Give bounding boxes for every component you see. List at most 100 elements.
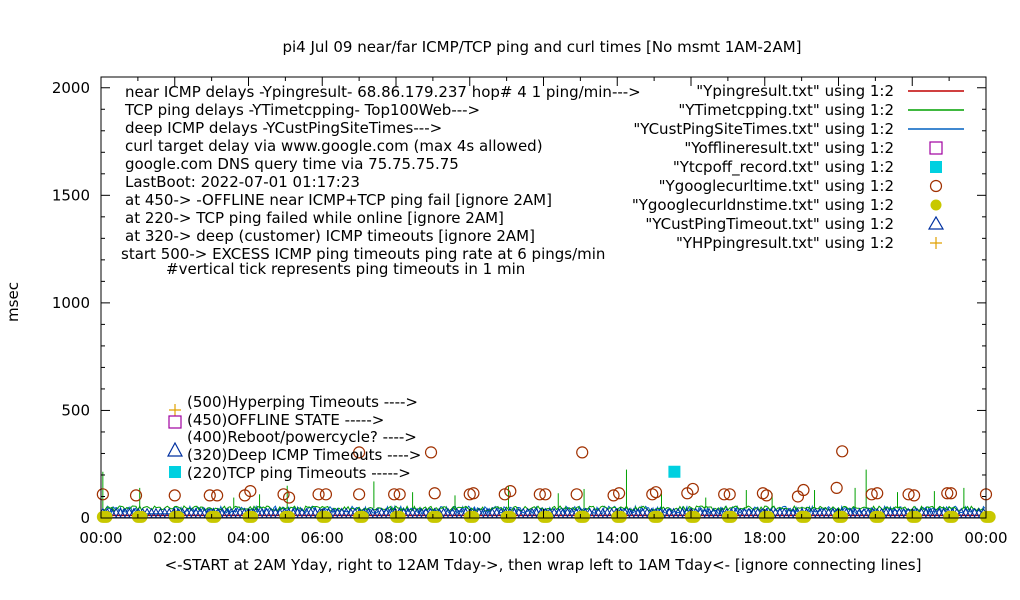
dns-time-marker bbox=[356, 510, 369, 523]
x-tick-label: 14:00 bbox=[596, 529, 639, 547]
curl-time-marker bbox=[649, 486, 663, 499]
legend-open-square bbox=[929, 141, 943, 155]
info-line: #vertical tick represents ping timeouts … bbox=[166, 260, 525, 278]
info-line: google.com DNS query time via 75.75.75.7… bbox=[125, 155, 459, 173]
legend-label: "YCustPingSiteTimes.txt" using 1:2 bbox=[633, 120, 894, 138]
x-axis-label: <-START at 2AM Yday, right to 12AM Tday-… bbox=[165, 556, 922, 574]
curl-time-marker bbox=[282, 491, 296, 504]
curl-time-marker bbox=[533, 488, 546, 501]
curl-time-marker bbox=[830, 481, 843, 494]
dns-time-marker bbox=[430, 510, 443, 523]
tcp-offline-marker bbox=[668, 465, 681, 478]
x-tick-label: 12:00 bbox=[522, 529, 565, 547]
dns-time-marker bbox=[504, 510, 517, 523]
dns-time-marker bbox=[983, 510, 996, 523]
dns-time-marker bbox=[319, 510, 332, 523]
x-tick-label: 20:00 bbox=[817, 529, 860, 547]
y-tick-label: 2000 bbox=[52, 79, 90, 97]
curl-time-marker bbox=[865, 488, 878, 501]
chart-title: pi4 Jul 09 near/far ICMP/TCP ping and cu… bbox=[282, 38, 801, 56]
dns-time-marker bbox=[725, 510, 738, 523]
dns-time-marker bbox=[651, 510, 664, 523]
curl-time-marker bbox=[944, 487, 958, 500]
curl-time-marker bbox=[941, 487, 954, 500]
curl-time-marker bbox=[424, 446, 438, 459]
legend-label: "Ygooglecurltime.txt" using 1:2 bbox=[659, 177, 894, 195]
curl-time-marker bbox=[723, 488, 736, 501]
dns-time-marker bbox=[688, 510, 701, 523]
dns-time-marker bbox=[135, 510, 148, 523]
dns-time-marker bbox=[799, 510, 812, 523]
curl-time-marker bbox=[203, 489, 216, 502]
dns-time-marker bbox=[578, 510, 591, 523]
dns-time-marker bbox=[100, 510, 113, 523]
curl-time-marker bbox=[718, 488, 731, 501]
info-line: curl target delay via www.google.com (ma… bbox=[125, 137, 543, 155]
curl-time-marker bbox=[319, 488, 333, 501]
info-line: at 450-> -OFFLINE near ICMP+TCP ping fai… bbox=[125, 191, 552, 209]
curl-time-marker bbox=[353, 446, 366, 459]
y-tick-label: 0 bbox=[80, 509, 90, 527]
legend-label: "YTimetcpping.txt" using 1:2 bbox=[678, 101, 894, 119]
y-tick-label: 1000 bbox=[52, 294, 90, 312]
marker-key-line: (220)TCP ping Timeouts -----> bbox=[187, 464, 411, 482]
y-axis-label: msec bbox=[4, 282, 22, 322]
curl-time-marker bbox=[871, 487, 884, 500]
curl-time-marker bbox=[902, 488, 915, 501]
key-offline-square-icon bbox=[168, 415, 182, 429]
curl-time-marker bbox=[791, 490, 805, 503]
x-tick-label: 00:00 bbox=[964, 529, 1007, 547]
legend-open-circle bbox=[929, 179, 943, 193]
dns-time-marker bbox=[283, 510, 296, 523]
key-triangle-icon bbox=[166, 441, 184, 457]
x-tick-label: 00:00 bbox=[79, 529, 122, 547]
info-line: start 500-> EXCESS ICMP ping timeouts pi… bbox=[121, 245, 605, 263]
marker-key-line: (320)Deep ICMP Timeouts ----> bbox=[187, 446, 421, 464]
curl-time-marker bbox=[607, 489, 620, 502]
key-plus-icon bbox=[169, 404, 181, 416]
dns-time-marker bbox=[467, 510, 480, 523]
curl-time-marker bbox=[907, 489, 921, 502]
curl-time-marker bbox=[428, 487, 441, 500]
legend-label: "Ypingresult.txt" using 1:2 bbox=[696, 82, 894, 100]
x-tick-label: 22:00 bbox=[891, 529, 934, 547]
curl-time-marker bbox=[836, 445, 849, 458]
info-line: LastBoot: 2022-07-01 01:17:23 bbox=[125, 173, 360, 191]
x-tick-label: 18:00 bbox=[743, 529, 786, 547]
dns-time-marker bbox=[873, 510, 886, 523]
info-text-block: near ICMP delays -Ypingresult- 68.86.179… bbox=[121, 83, 641, 278]
dns-time-marker bbox=[209, 510, 222, 523]
marker-key-line: (500)Hyperping Timeouts ----> bbox=[187, 393, 418, 411]
legend-label: "Yofflineresult.txt" using 1:2 bbox=[684, 139, 894, 157]
marker-key-line: (450)OFFLINE STATE -----> bbox=[187, 411, 384, 429]
curl-time-marker bbox=[211, 489, 224, 502]
curl-time-marker bbox=[686, 482, 699, 496]
dns-time-marker bbox=[246, 510, 259, 523]
legend-label: "YCustPingTimeout.txt" using 1:2 bbox=[645, 215, 894, 233]
x-tick-label: 04:00 bbox=[227, 529, 270, 547]
curl-time-marker bbox=[96, 488, 109, 501]
dns-time-marker bbox=[172, 510, 185, 523]
x-tick-label: 08:00 bbox=[374, 529, 417, 547]
legend-label: "Ygooglecurldnstime.txt" using 1:2 bbox=[632, 196, 894, 214]
dns-time-marker bbox=[614, 510, 627, 523]
curl-time-marker bbox=[467, 487, 480, 500]
y-tick-label: 500 bbox=[61, 401, 90, 419]
legend: "Ypingresult.txt" using 1:2"YTimetcpping… bbox=[632, 82, 964, 252]
curl-time-marker bbox=[129, 489, 143, 502]
dns-time-marker bbox=[762, 510, 775, 523]
info-line: at 320-> deep (customer) ICMP timeouts [… bbox=[125, 227, 535, 245]
dns-time-marker bbox=[836, 510, 849, 523]
curl-time-marker bbox=[570, 488, 583, 501]
x-tick-label: 02:00 bbox=[153, 529, 196, 547]
info-line: deep ICMP delays -YCustPingSiteTimes---> bbox=[125, 119, 442, 137]
x-tick-label: 06:00 bbox=[301, 529, 344, 547]
plot-axes: 0 500 1000 1500 2000 00:00 02:00 04:00 06:00 08:0… bbox=[52, 76, 1008, 547]
info-line: at 220-> TCP ping failed while online [i… bbox=[125, 209, 504, 227]
legend-label: "YHPpingresult.txt" using 1:2 bbox=[676, 234, 894, 252]
marker-key: (500)Hyperping Timeouts ---->(450)OFFLIN… bbox=[166, 393, 421, 482]
curl-time-marker bbox=[244, 485, 257, 498]
curl-time-marker bbox=[612, 487, 626, 500]
curl-time-marker bbox=[353, 488, 366, 501]
